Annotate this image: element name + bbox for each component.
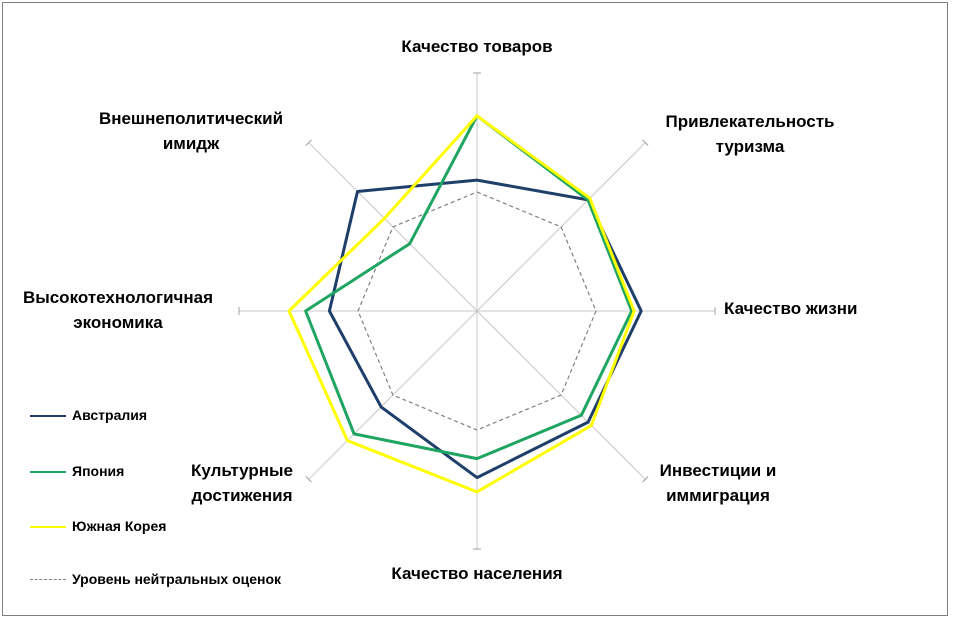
legend-item-australia: Австралия — [30, 405, 147, 425]
legend-label-south-korea: Южная Корея — [72, 518, 167, 534]
radar-spoke-tick — [305, 139, 312, 146]
legend-label-neutral: Уровень нейтральных оценок — [72, 571, 282, 587]
legend-swatch-south-korea — [30, 526, 66, 528]
radar-series-1 — [304, 114, 634, 461]
radar-series-2 — [287, 114, 636, 494]
axis-label-tourism: Привлекательность туризма — [665, 112, 835, 156]
axis-label-life-quality: Качество жизни — [724, 299, 858, 318]
radar-series-3 — [357, 191, 597, 431]
axis-label-investment: Инвестиции и иммиграция — [659, 461, 777, 505]
legend-swatch-australia — [30, 415, 66, 417]
legend-label-australia: Австралия — [72, 407, 148, 423]
axis-label-culture: Культурные достижения — [191, 461, 293, 505]
radar-series-layer — [287, 114, 643, 494]
axis-label-population-quality: Качество населения — [391, 564, 563, 583]
legend-swatch-japan — [30, 471, 66, 473]
legend-item-south-korea: Южная Корея — [30, 516, 166, 536]
radar-spoke-tick — [642, 139, 649, 146]
axis-label-hightech: Высокотехнологичная экономика — [22, 288, 214, 332]
radar-spoke-tick — [305, 476, 312, 483]
radar-spoke-tick — [642, 476, 649, 483]
axis-label-foreign-image: Внешнеполитический имидж — [98, 109, 284, 153]
legend-item-neutral: Уровень нейтральных оценок — [30, 569, 282, 589]
legend-item-japan: Япония — [30, 461, 124, 481]
axis-label-goods-quality: Качество товаров — [401, 37, 553, 56]
legend-label-japan: Япония — [72, 463, 125, 479]
legend-swatch-neutral — [30, 579, 66, 580]
